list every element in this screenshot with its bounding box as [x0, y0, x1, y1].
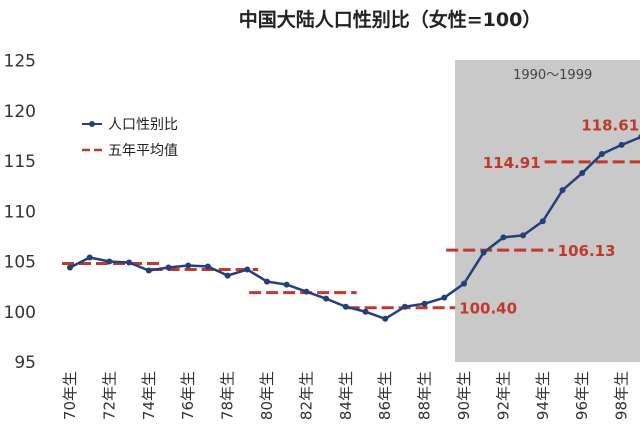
sex-ratio-point — [323, 295, 330, 302]
sex-ratio-point — [480, 249, 487, 256]
sex-ratio-point — [598, 150, 605, 157]
x-tick-label: 78年生 — [219, 371, 237, 420]
y-tick-label: 120 — [4, 102, 36, 122]
highlight-band-1990-1999 — [455, 60, 640, 362]
sex-ratio-point — [500, 234, 507, 241]
sex-ratio-point — [441, 294, 448, 301]
sex-ratio-point — [362, 308, 369, 315]
average-value-label: 118.61 — [581, 117, 639, 135]
sex-ratio-point — [264, 278, 270, 285]
sex-ratio-point — [461, 280, 467, 287]
legend-line-marker — [89, 121, 95, 127]
y-tick-label: 125 — [4, 52, 36, 72]
average-value-label: 114.91 — [483, 154, 541, 172]
y-tick-label: 105 — [4, 253, 36, 273]
sex-ratio-point — [401, 303, 408, 310]
sex-ratio-point — [145, 267, 152, 274]
chart-title: 中国大陆人口性别比（女性=100） — [239, 8, 542, 31]
sex-ratio-point — [185, 262, 192, 269]
sex-ratio-point — [283, 281, 290, 288]
sex-ratio-point — [86, 254, 93, 261]
x-tick-label: 76年生 — [179, 371, 197, 420]
sex-ratio-point — [539, 218, 546, 225]
sex-ratio-point — [382, 315, 389, 322]
x-tick-label: 90年生 — [455, 371, 473, 420]
x-tick-label: 98年生 — [613, 371, 631, 420]
sex-ratio-point — [224, 272, 231, 279]
x-tick-label: 82年生 — [297, 371, 315, 420]
x-tick-label: 80年生 — [258, 371, 276, 420]
x-tick-label: 84年生 — [337, 371, 355, 420]
sex-ratio-point — [303, 288, 310, 295]
sex-ratio-point — [618, 141, 625, 148]
legend: 人口性别比 五年平均值 — [82, 117, 178, 159]
sex-ratio-point — [165, 264, 172, 271]
watermark: 百家号/牛神世界社会观察 — [507, 426, 632, 440]
sex-ratio-point — [520, 232, 527, 239]
legend-label-sex-ratio: 人口性别比 — [108, 117, 178, 133]
highlight-band-label: 1990～1999 — [513, 68, 592, 83]
sex-ratio-line — [69, 136, 640, 321]
y-tick-label: 110 — [4, 202, 36, 222]
x-tick-label: 86年生 — [376, 371, 394, 420]
x-tick-label: 88年生 — [416, 371, 434, 420]
x-tick-label: 72年生 — [100, 371, 118, 420]
x-tick-label: 70年生 — [61, 371, 79, 420]
y-tick-label: 100 — [4, 303, 36, 323]
x-tick-label: 92年生 — [494, 371, 512, 420]
sex-ratio-point — [244, 266, 251, 273]
sex-ratio-point — [106, 258, 113, 265]
sex-ratio-point — [421, 300, 428, 307]
sex-ratio-point — [579, 170, 586, 177]
average-value-label: 106.13 — [558, 242, 616, 260]
sex-ratio-point — [126, 259, 133, 266]
y-tick-label: 115 — [4, 152, 36, 172]
y-tick-label: 95 — [14, 353, 36, 373]
average-value-label: 100.40 — [459, 300, 517, 318]
x-tick-label: 96年生 — [573, 371, 591, 420]
sex-ratio-point — [204, 263, 211, 270]
sex-ratio-point — [342, 303, 349, 310]
legend-label-five-year-average: 五年平均值 — [108, 143, 178, 159]
x-tick-label: 74年生 — [140, 371, 158, 420]
sex-ratio-point — [559, 187, 566, 194]
x-tick-label: 94年生 — [534, 371, 552, 420]
sex-ratio-point — [67, 264, 73, 271]
